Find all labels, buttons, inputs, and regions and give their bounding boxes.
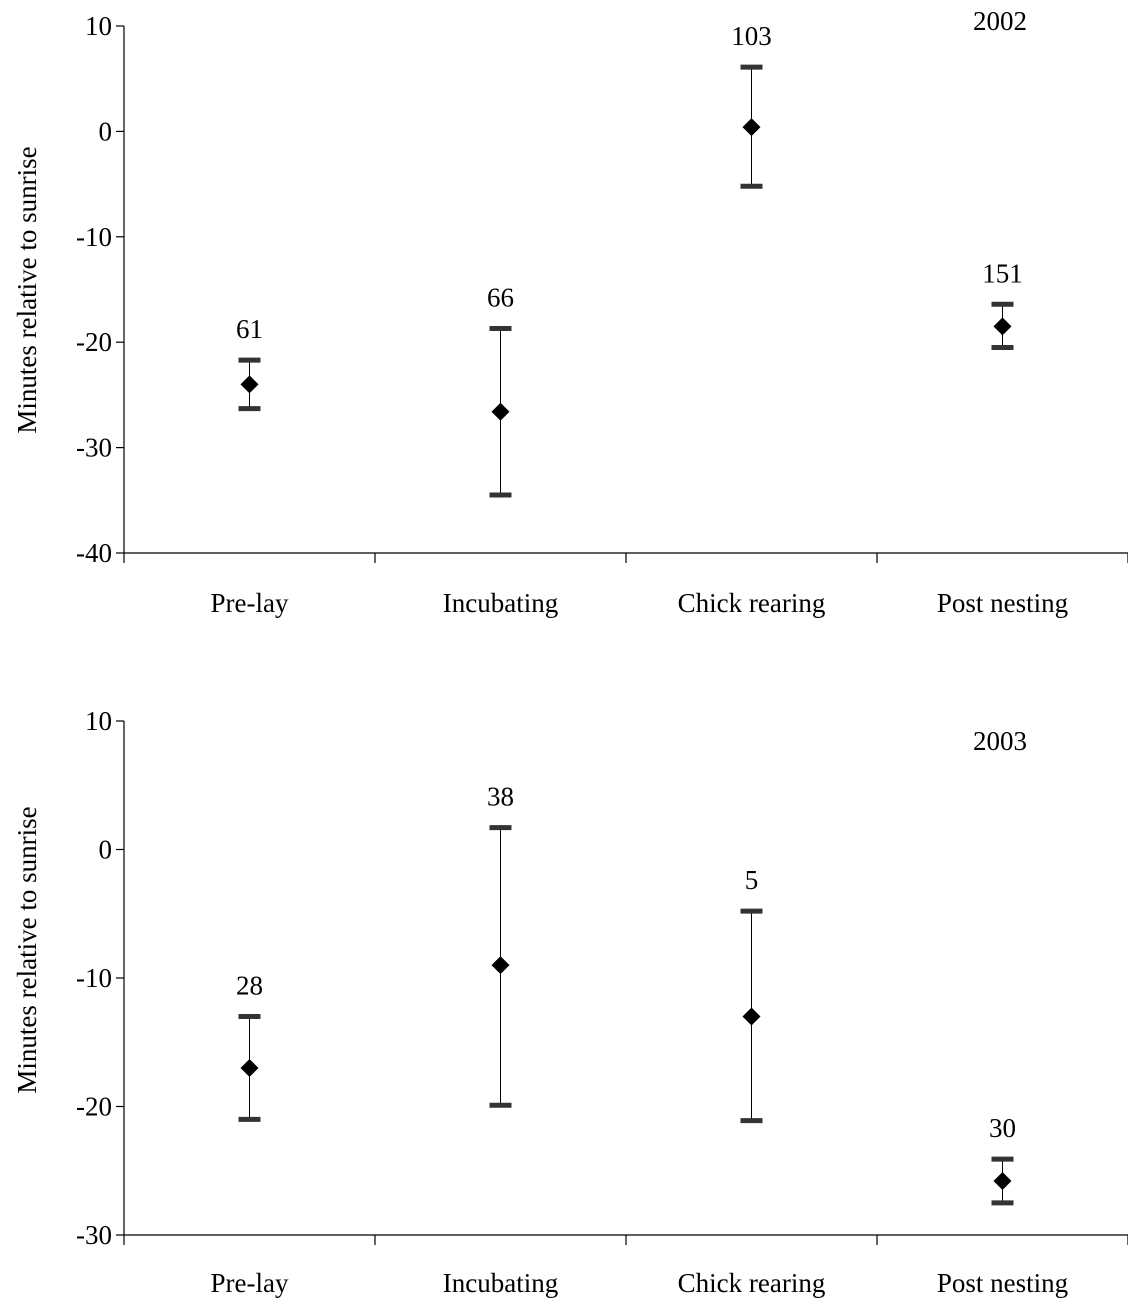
y-tick-label: 10 (85, 11, 112, 41)
x-tick-label: Incubating (443, 1268, 558, 1298)
x-tick-label: Chick rearing (678, 588, 826, 618)
chart-panel-2002: 10 0 -10 -20 -30 -40 Pre-lay Incubating Chick re… (12, 6, 1128, 618)
sample-size-label: 30 (989, 1113, 1016, 1143)
x-tick-label: Post nesting (937, 1268, 1068, 1298)
sample-size-label: 28 (236, 971, 263, 1001)
y-tick-label: -10 (76, 222, 112, 252)
y-tick-label: -20 (76, 327, 112, 357)
sample-size-label: 66 (487, 282, 514, 312)
x-tick-label: Chick rearing (678, 1268, 826, 1298)
data-point-marker (742, 1007, 761, 1026)
x-tick-label: Post nesting (937, 588, 1068, 618)
sample-size-label: 151 (982, 258, 1023, 288)
y-tick-label: 0 (99, 116, 113, 146)
chart-panel-2003: 10 0 -10 -20 -30 Pre-lay Incubating Chick reari… (12, 706, 1128, 1298)
x-tick-label: Pre-lay (211, 1268, 289, 1298)
data-point-marker (491, 402, 510, 421)
y-tick-label: -40 (76, 538, 112, 568)
y-tick-label: -10 (76, 963, 112, 993)
sample-size-label: 61 (236, 314, 263, 344)
year-label: 2002 (973, 6, 1027, 36)
sample-size-label: 5 (745, 865, 759, 895)
y-tick-label: -30 (76, 1220, 112, 1250)
y-axis-title: Minutes relative to sunrise (12, 806, 42, 1093)
data-point-marker (491, 956, 510, 975)
y-axis-title: Minutes relative to sunrise (12, 146, 42, 433)
sample-size-label: 38 (487, 782, 514, 812)
x-tick-label: Pre-lay (211, 588, 289, 618)
sample-size-label: 103 (731, 21, 772, 51)
x-tick-label: Incubating (443, 588, 558, 618)
data-point-marker (742, 118, 761, 137)
y-tick-label: 0 (99, 835, 113, 865)
y-tick-label: -30 (76, 433, 112, 463)
y-tick-label: -20 (76, 1092, 112, 1122)
data-point-marker (993, 317, 1012, 336)
data-point-marker (240, 1058, 259, 1077)
data-point-marker (993, 1172, 1012, 1191)
data-point-marker (240, 375, 259, 394)
year-label: 2003 (973, 726, 1027, 756)
y-tick-label: 10 (85, 706, 112, 736)
